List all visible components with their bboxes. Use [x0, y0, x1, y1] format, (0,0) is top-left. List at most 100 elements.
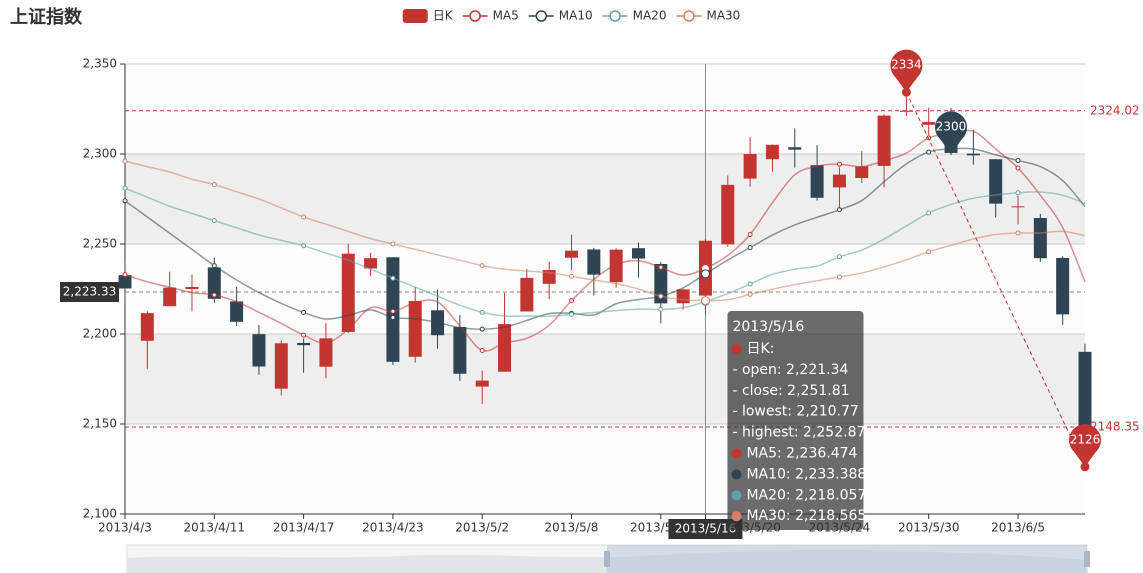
mark-point-label: 2126: [1070, 432, 1101, 446]
legend-icon: [609, 10, 621, 22]
y-tick-label: 2,350: [83, 57, 117, 71]
candle-body: [475, 380, 489, 387]
candle-body: [765, 144, 779, 160]
candle-body: [140, 313, 154, 341]
x-tick-label: 2013/4/23: [362, 521, 424, 535]
mark-segment: [905, 91, 1086, 468]
pointer-label-text: 2013/5/16: [675, 522, 737, 536]
mark-point: 2334: [890, 49, 923, 93]
y-tick-label: 2,100: [83, 507, 117, 521]
split-area: [125, 244, 1085, 334]
legend-label: MA20: [633, 9, 667, 23]
candle-body: [587, 249, 601, 275]
ma-point: [390, 314, 396, 320]
tooltip-dot: [731, 490, 742, 501]
legend-item[interactable]: MA20: [602, 9, 667, 23]
candle-body: [252, 334, 266, 367]
pointer-label-text: 2,223.33: [63, 285, 116, 299]
x-tick-label: 2013/4/3: [98, 521, 152, 535]
split-area: [125, 154, 1085, 244]
ma-point: [658, 264, 664, 270]
ma-point: [747, 281, 753, 287]
ma-point: [747, 231, 753, 237]
legend-icon: [469, 10, 481, 22]
candle-body: [453, 326, 467, 374]
ma-point: [836, 207, 842, 213]
tooltip-dot: [731, 469, 742, 480]
ma-point: [122, 185, 128, 191]
zoom-handle[interactable]: [604, 551, 610, 567]
ma-point: [747, 291, 753, 297]
candle-body: [922, 122, 936, 125]
ma-point: [479, 347, 485, 353]
ma-point: [926, 149, 932, 155]
ma-point: [700, 296, 710, 306]
mark-point: 2300: [935, 111, 968, 154]
split-area: [125, 424, 1085, 514]
y-tick-label: 2,300: [83, 147, 117, 161]
ma-point: [390, 241, 396, 247]
legend-item[interactable]: MA10: [528, 9, 593, 23]
candle-body: [319, 338, 333, 367]
pointer-label-bg: [60, 282, 119, 303]
candle-body: [1033, 218, 1047, 259]
ma-point: [569, 298, 575, 304]
ma-point: [211, 263, 217, 269]
zoom-handle[interactable]: [1084, 551, 1090, 567]
ma-point: [211, 182, 217, 188]
legend-label: MA10: [559, 9, 593, 23]
mark-pin: [890, 49, 923, 93]
ma-point: [390, 308, 396, 314]
candle-body: [364, 258, 378, 269]
candle-body: [520, 277, 534, 312]
ma-point: [390, 275, 396, 281]
mark-pin: [935, 111, 968, 154]
legend-item[interactable]: MA5: [462, 9, 519, 23]
ma-point: [569, 273, 575, 279]
candle-body: [899, 110, 913, 112]
data-zoom[interactable]: [126, 544, 1090, 573]
ma-point: [122, 158, 128, 164]
ma-point: [836, 254, 842, 260]
ma-point: [1015, 190, 1021, 196]
candle-body: [1011, 206, 1025, 208]
ma-point: [836, 161, 842, 167]
tooltip-line: MA20: 2,218.057: [746, 487, 866, 503]
candle-body: [810, 165, 824, 198]
candle-body: [408, 301, 422, 357]
candle-body: [230, 301, 244, 322]
legend-icon: [683, 10, 695, 22]
legend-item[interactable]: 日K: [402, 9, 454, 24]
tooltip-line: MA10: 2,233.388: [746, 466, 866, 482]
tooltip-dot: [731, 344, 742, 354]
candle-body: [989, 159, 1003, 204]
y-tick-label: 2,200: [83, 327, 117, 341]
candle-body: [676, 289, 690, 304]
ma-point: [569, 311, 575, 317]
tooltip-line: - highest: 2,252.87: [732, 425, 865, 441]
legend: 日K MA5 MA10 MA20 MA30: [402, 9, 740, 24]
candle-body: [118, 275, 132, 289]
split-area: [125, 64, 1085, 154]
mark-line-label: 2148.35: [1090, 419, 1140, 433]
pointer-label-y: 2,223.33: [60, 282, 119, 303]
ma-point: [211, 292, 217, 298]
candle-body: [341, 253, 355, 332]
tooltip-line: MA30: 2,218.565: [746, 508, 866, 524]
ma-point: [1015, 230, 1021, 236]
tooltip-line: - close: 2,251.81: [732, 383, 849, 399]
x-tick-label: 2013/5/8: [545, 521, 599, 535]
zoom-window[interactable]: [607, 545, 1087, 573]
candle-body: [207, 267, 221, 299]
ma-point: [211, 218, 217, 224]
y-tick-label: 2,250: [83, 237, 117, 251]
legend-item[interactable]: MA30: [676, 9, 740, 23]
mark-line-label: 2324.02: [1090, 103, 1140, 117]
mark-point: 2126: [1069, 424, 1101, 467]
ma-point: [747, 245, 753, 251]
legend-label: 日K: [433, 9, 454, 23]
legend-label: MA5: [493, 9, 519, 23]
tooltip: 2013/5/16 日K: - open: 2,221.34 - close: 2,2…: [727, 311, 866, 530]
candle-body: [609, 249, 623, 283]
